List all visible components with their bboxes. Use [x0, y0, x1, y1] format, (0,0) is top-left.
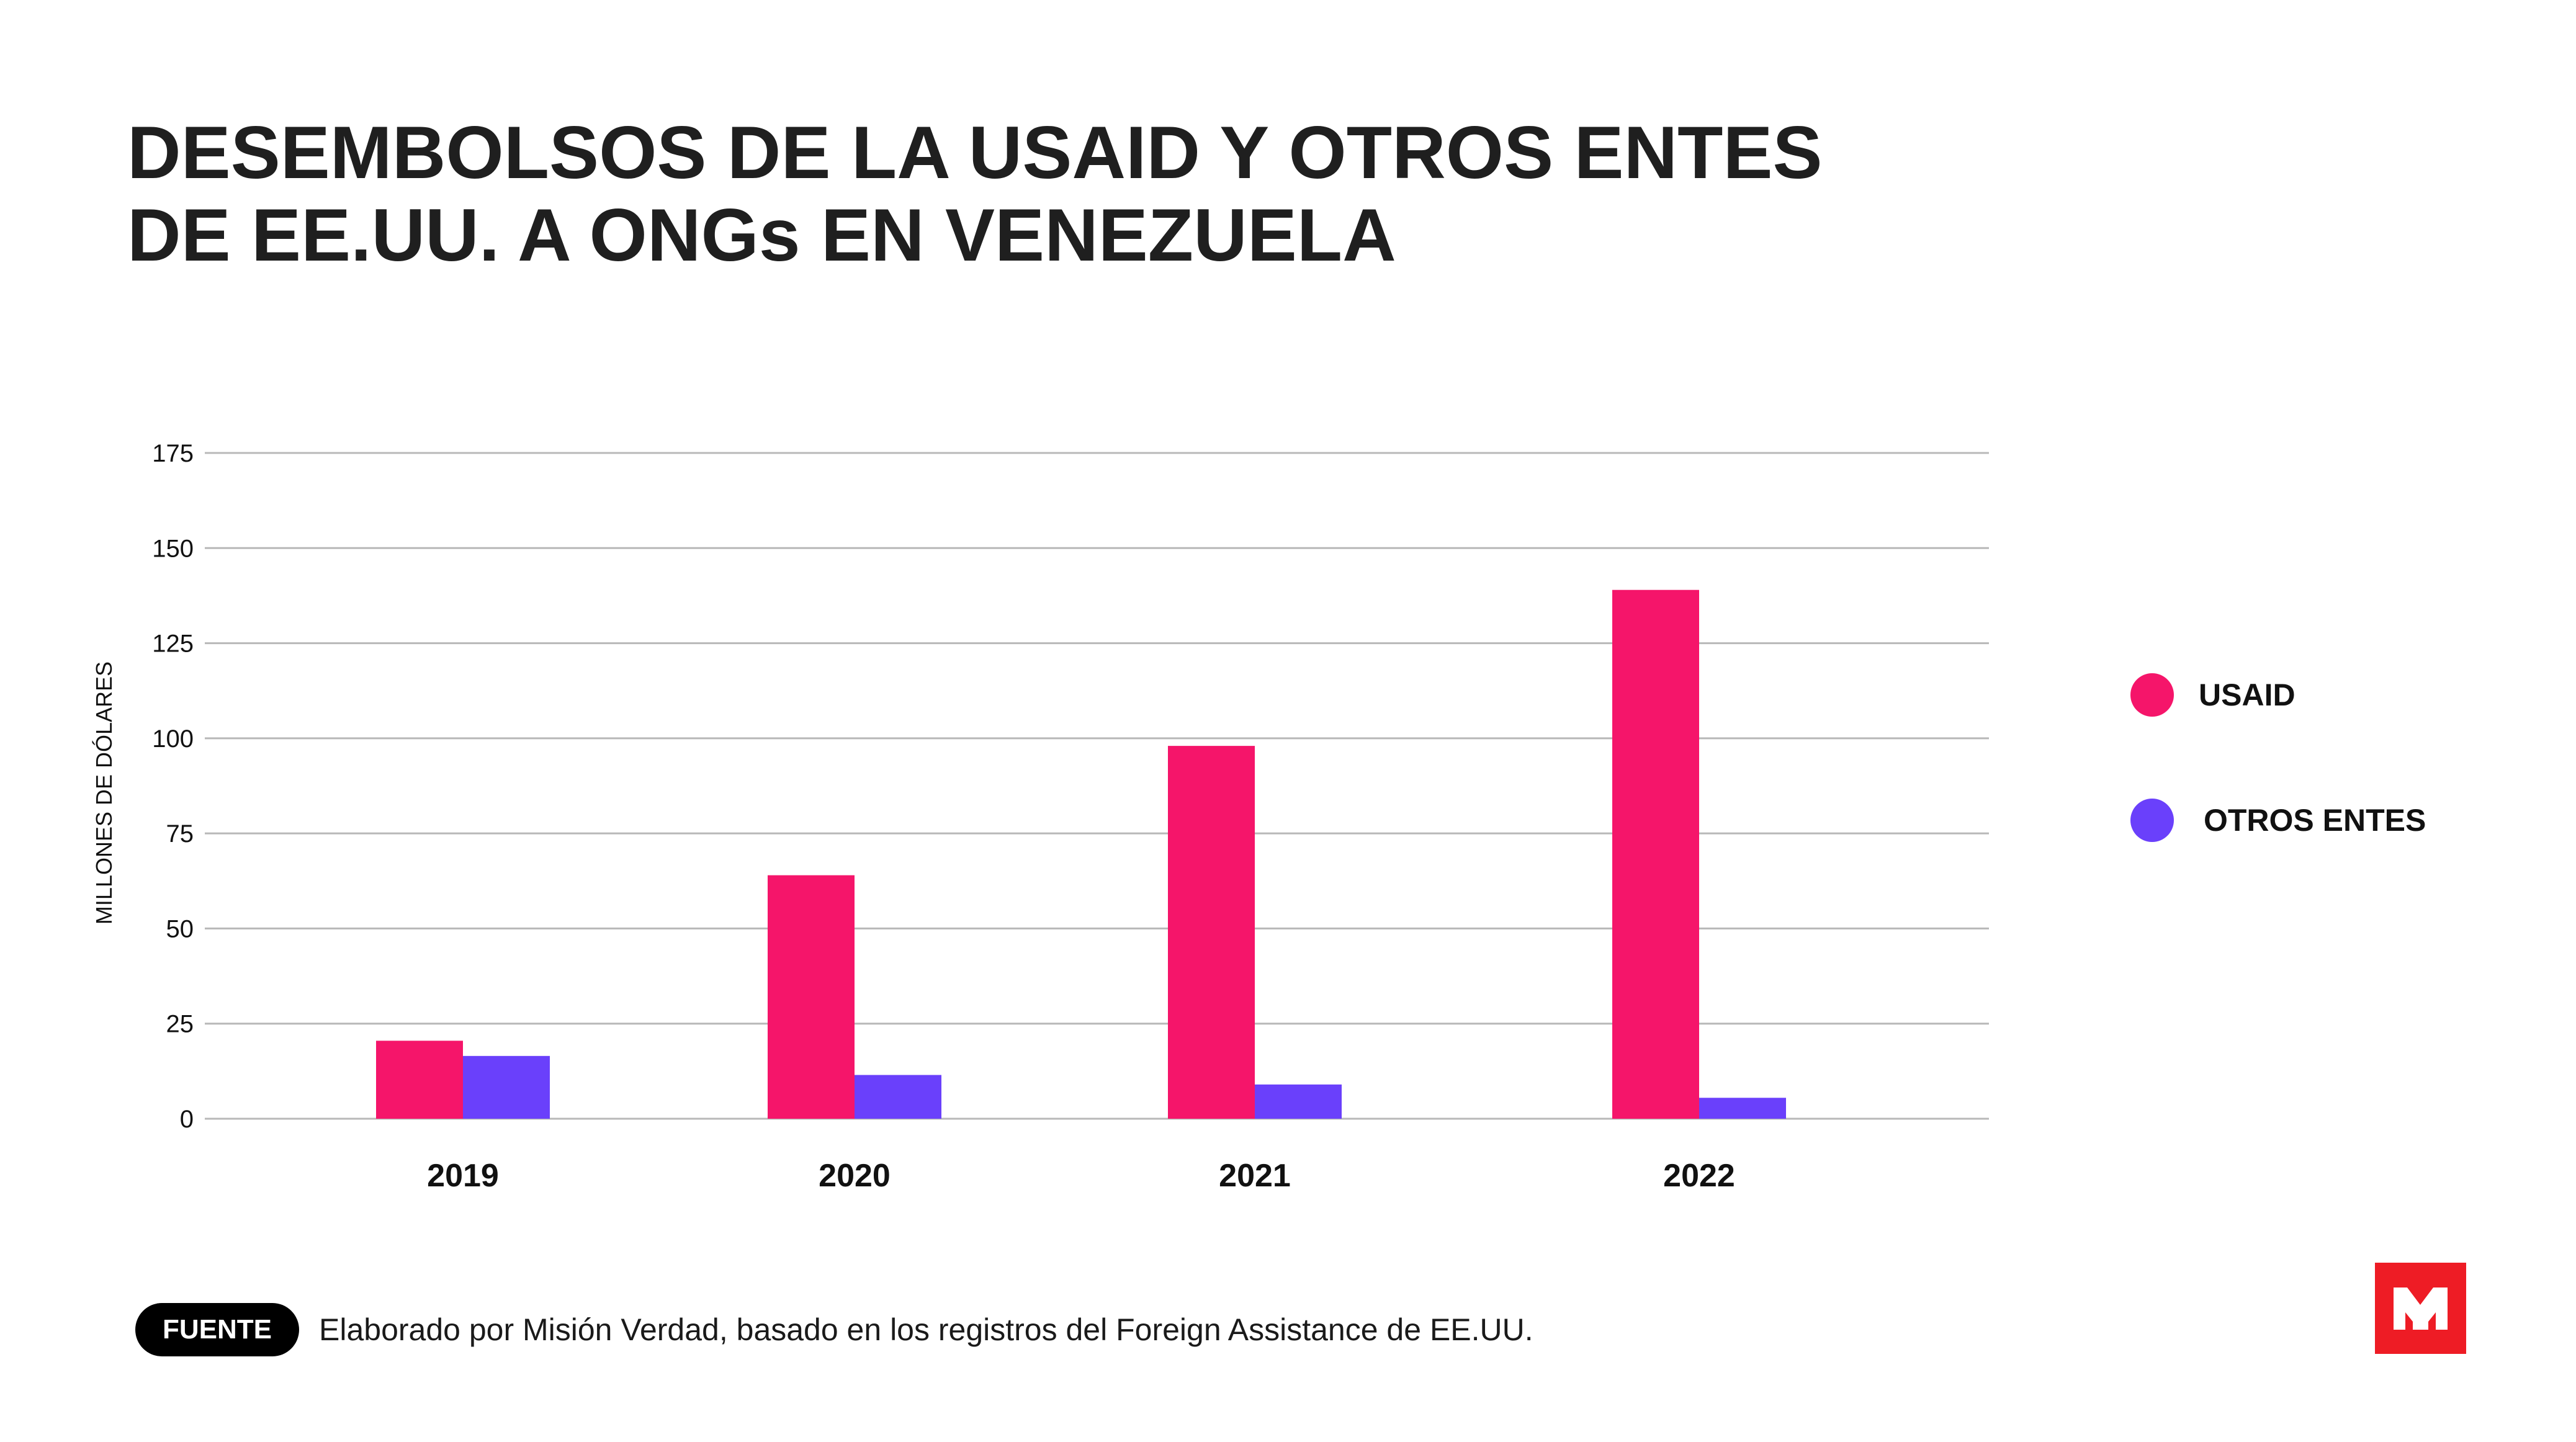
bar-usaid-2019: [376, 1041, 463, 1119]
legend-usaid-swatch: [2130, 673, 2174, 717]
chart-title: DESEMBOLSOS DE LA USAID Y OTROS ENTES DE…: [127, 112, 1989, 277]
x-tick-label: 2022: [1663, 1158, 1735, 1194]
x-tick-label: 2021: [1219, 1158, 1291, 1194]
x-tick-label: 2019: [427, 1158, 499, 1194]
x-axis-ticks: 2019 2020 2021 2022: [427, 1158, 1735, 1194]
legend-item-otros-entes: OTROS ENTES: [2130, 799, 2426, 842]
source-badge: FUENTE: [135, 1303, 299, 1356]
bar-otros-entes-2021: [1255, 1084, 1342, 1119]
y-tick-label: 25: [166, 1011, 194, 1038]
logo-icon: [2394, 1288, 2448, 1330]
x-tick-label: 2020: [819, 1158, 891, 1194]
source-footer: FUENTE Elaborado por Misión Verdad, basa…: [135, 1303, 1533, 1356]
bar-usaid-2020: [768, 875, 855, 1119]
y-tick-label: 150: [152, 535, 194, 562]
y-tick-label: 100: [152, 725, 194, 753]
bar-otros-entes-2019: [463, 1055, 550, 1119]
bars: [376, 589, 1786, 1119]
bar-usaid-2021: [1168, 746, 1255, 1119]
bar-usaid-2022: [1612, 589, 1699, 1119]
legend-otros-entes-swatch: [2130, 799, 2174, 842]
chart-title-line-2: DE EE.UU. A ONGs EN VENEZUELA: [127, 194, 1396, 277]
bar-otros-entes-2022: [1699, 1098, 1786, 1119]
y-tick-label: 175: [152, 440, 194, 467]
legend-label-usaid: USAID: [2199, 678, 2296, 712]
source-text: Elaborado por Misión Verdad, basado en l…: [319, 1312, 1533, 1347]
grid-lines: [205, 452, 1989, 1120]
mision-verdad-logo: [2375, 1263, 2466, 1354]
y-axis-ticks: 0 25 50 75 100 125 150 175: [152, 440, 194, 1133]
y-tick-label: 125: [152, 630, 194, 658]
legend-label-otros-entes: OTROS ENTES: [2204, 803, 2426, 838]
y-tick-label: 75: [166, 820, 194, 848]
bar-otros-entes-2020: [855, 1075, 941, 1119]
chart-title-line-1: DESEMBOLSOS DE LA USAID Y OTROS ENTES: [127, 111, 1823, 194]
y-tick-label: 50: [166, 915, 194, 943]
y-tick-label: 0: [180, 1106, 194, 1133]
legend-item-usaid: USAID: [2130, 673, 2296, 717]
y-axis-label: MILLONES DE DÓLARES: [91, 661, 117, 925]
